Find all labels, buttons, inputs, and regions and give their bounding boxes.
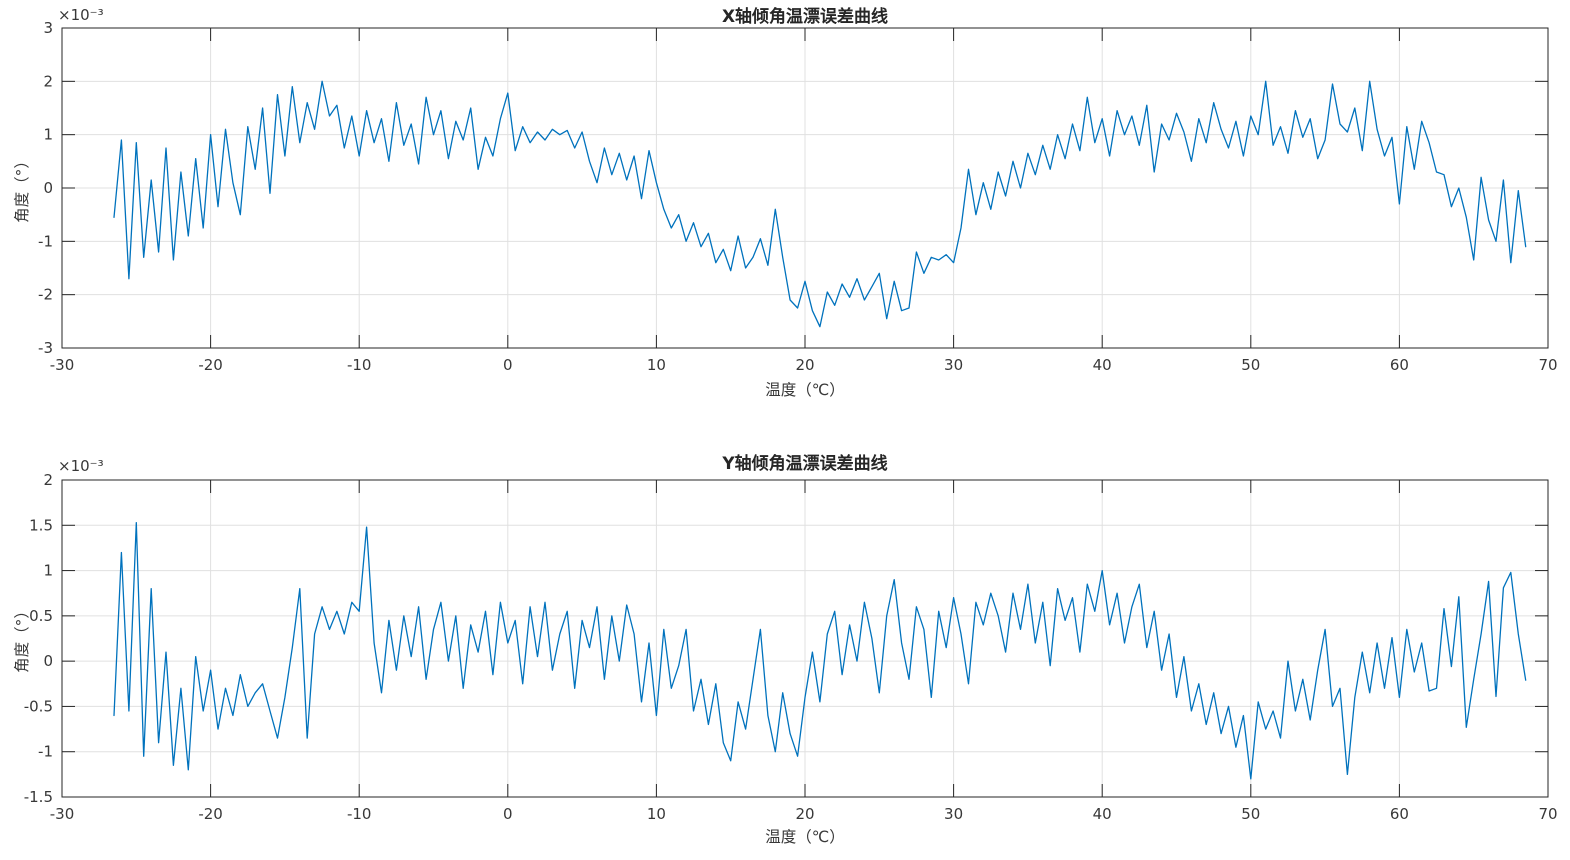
- x-tick-label: -10: [347, 356, 372, 374]
- y-tick-label: -2: [38, 286, 53, 304]
- x-tick-label: 0: [503, 805, 513, 823]
- chart1-x-axis-label: 温度（℃）: [765, 381, 845, 399]
- x-tick-label: 70: [1538, 356, 1557, 374]
- x-tick-label: 60: [1390, 356, 1409, 374]
- y-tick-label: 2: [43, 471, 53, 489]
- chart1-y-axis-multiplier: ×10⁻³: [58, 6, 104, 24]
- x-tick-label: 10: [647, 805, 666, 823]
- series-line: [113, 80, 1527, 328]
- x-tick-label: 0: [503, 356, 513, 374]
- y-tick-label: -1.5: [24, 788, 53, 806]
- y-tick-label: 3: [43, 19, 53, 37]
- x-tick-label: -20: [198, 805, 223, 823]
- y-tick-label: 1.5: [29, 516, 53, 534]
- y-tick-label: 0: [43, 179, 53, 197]
- chart1-y-axis-label: 角度（°）: [13, 153, 31, 223]
- x-tick-label: -30: [50, 805, 75, 823]
- chart2-x-axis-label: 温度（℃）: [765, 828, 845, 846]
- series-line: [113, 521, 1527, 780]
- x-tick-label: 20: [795, 356, 814, 374]
- x-tick-label: -30: [50, 356, 75, 374]
- y-tick-label: -0.5: [24, 697, 53, 715]
- x-tick-label: 10: [647, 356, 666, 374]
- x-tick-label: -20: [198, 356, 223, 374]
- chart2-y-axis-multiplier: ×10⁻³: [58, 457, 104, 475]
- chart2-title: Y轴倾角温漂误差曲线: [722, 454, 888, 474]
- y-tick-label: 1: [43, 562, 53, 580]
- x-tick-label: 60: [1390, 805, 1409, 823]
- chart2-y-axis-label: 角度（°）: [13, 603, 31, 673]
- x-tick-label: 30: [944, 356, 963, 374]
- x-tick-label: 70: [1538, 805, 1557, 823]
- x-tick-label: 30: [944, 805, 963, 823]
- x-tick-label: 40: [1093, 356, 1112, 374]
- y-tick-label: 0.5: [29, 607, 53, 625]
- x-tick-label: 20: [795, 805, 814, 823]
- chart1-title: X轴倾角温漂误差曲线: [721, 7, 889, 27]
- y-tick-label: 2: [43, 72, 53, 90]
- x-tick-label: 40: [1093, 805, 1112, 823]
- x-tick-label: -10: [347, 805, 372, 823]
- y-tick-label: -1: [38, 232, 53, 250]
- x-tick-label: 50: [1241, 356, 1260, 374]
- x-tick-label: 50: [1241, 805, 1260, 823]
- y-tick-label: -1: [38, 743, 53, 761]
- y-tick-label: 1: [43, 126, 53, 144]
- y-tick-label: -3: [38, 339, 53, 357]
- y-tick-label: 0: [43, 652, 53, 670]
